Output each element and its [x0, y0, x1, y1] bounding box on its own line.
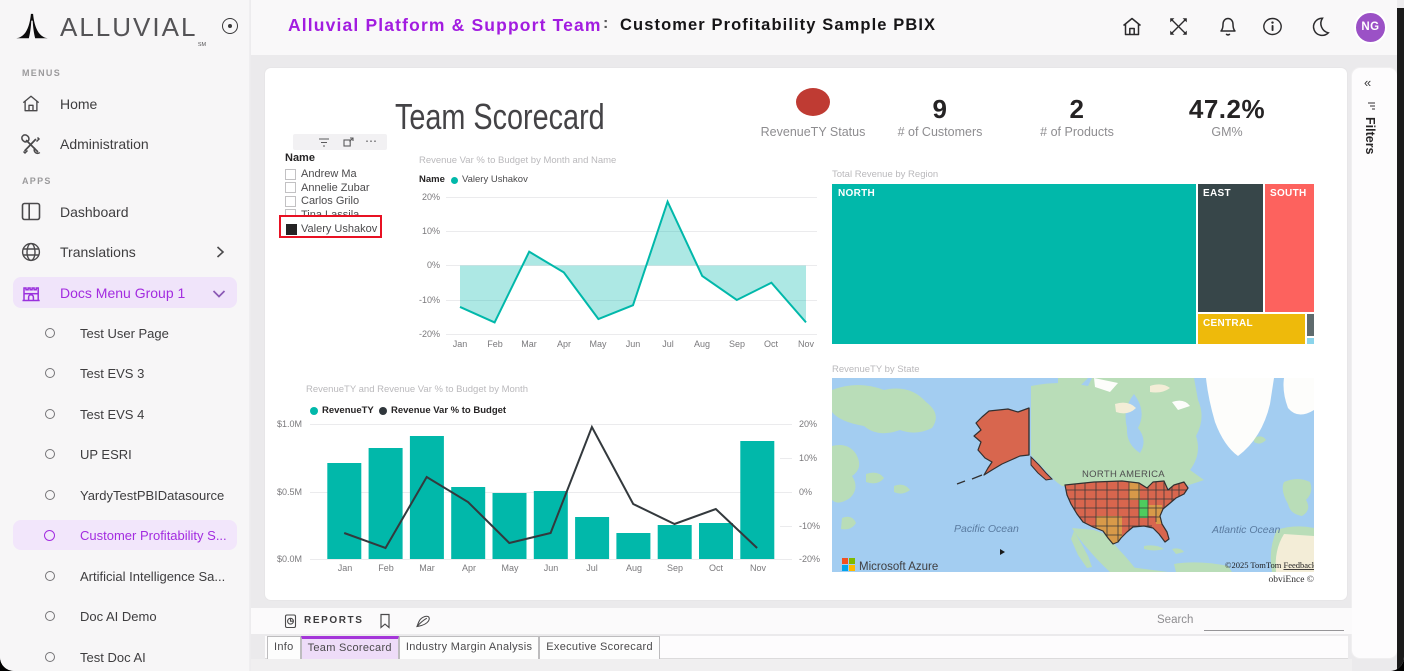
svg-text:Pacific Ocean: Pacific Ocean	[954, 523, 1019, 535]
svg-text:©2025 TomTom Feedback: ©2025 TomTom Feedback	[1225, 560, 1314, 570]
svg-text:NORTH AMERICA: NORTH AMERICA	[1082, 469, 1165, 480]
svg-text:Microsoft Azure: Microsoft Azure	[859, 561, 938, 572]
svg-text:Atlantic Ocean: Atlantic Ocean	[1211, 524, 1280, 536]
